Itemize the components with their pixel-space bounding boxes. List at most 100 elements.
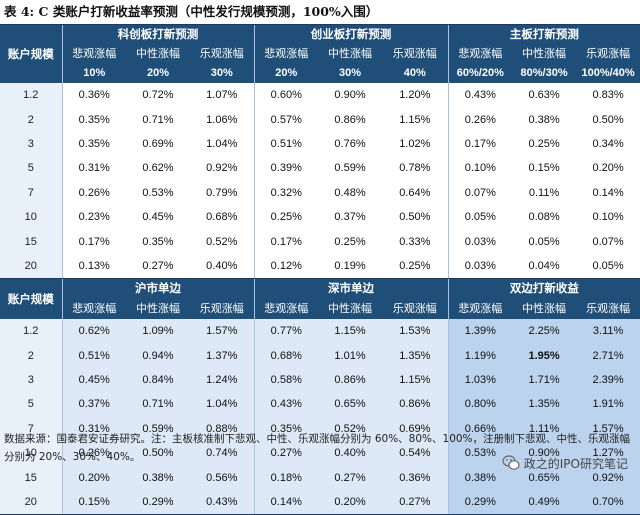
- value-cell: 0.74%: [190, 441, 255, 466]
- value-cell: 0.26%: [447, 107, 513, 132]
- account-size-cell: 7: [0, 416, 62, 442]
- value-cell: 1.19%: [447, 343, 513, 368]
- value-cell: 0.71%: [126, 107, 190, 132]
- value-cell: 0.69%: [382, 416, 449, 442]
- value-cell: 0.56%: [190, 465, 255, 490]
- param-label: 10%: [61, 63, 126, 83]
- value-cell: 0.54%: [382, 441, 449, 466]
- value-cell: 0.78%: [382, 156, 449, 181]
- value-cell: 0.68%: [253, 343, 319, 368]
- value-cell: 2.25%: [512, 319, 577, 344]
- table-row: 7 0.26% 0.53% 0.79% 0.32% 0.48% 0.64% 0.07% 0.11…: [0, 180, 640, 205]
- scenario-label: 乐观涨幅: [190, 42, 255, 63]
- value-cell: 0.92%: [190, 156, 255, 181]
- value-cell: 1.57%: [576, 416, 640, 442]
- param-label: 80%/30%: [512, 63, 577, 83]
- value-cell: 0.39%: [253, 156, 319, 181]
- table-title: 表 4: C 类账户打新收益率预测（中性发行规模预测，100%入围）: [4, 4, 379, 19]
- table-row: 15 0.20% 0.38% 0.56% 0.18% 0.27% 0.36% 0.38% 0.6…: [0, 465, 640, 490]
- value-cell: 0.26%: [61, 441, 126, 466]
- value-cell: 0.40%: [318, 441, 383, 466]
- group-header: 科创板打新预测: [61, 25, 255, 42]
- value-cell: 0.20%: [318, 489, 383, 515]
- value-cell: 1.11%: [512, 416, 577, 442]
- value-cell: 1.95%: [512, 343, 577, 368]
- table-row: 2 0.35% 0.71% 1.06% 0.57% 0.86% 1.15% 0.26% 0.38…: [0, 107, 640, 132]
- value-cell: 0.36%: [61, 83, 126, 108]
- value-cell: 0.84%: [126, 367, 190, 393]
- value-cell: 0.68%: [190, 204, 255, 230]
- wechat-icon: [502, 455, 520, 471]
- value-cell: 1.35%: [382, 343, 449, 368]
- table-row: 1.2 0.62% 1.09% 1.57% 0.77% 1.15% 1.53% 1.39% 2.…: [0, 319, 640, 344]
- value-cell: 0.38%: [512, 107, 577, 132]
- value-cell: 1.35%: [512, 392, 577, 417]
- value-cell: 0.50%: [382, 204, 449, 230]
- value-cell: 0.36%: [382, 465, 449, 490]
- param-label: 60%/20%: [447, 63, 513, 83]
- group-header: 创业板打新预测: [253, 25, 449, 42]
- account-size-cell: 20: [0, 253, 62, 280]
- table-row: 3 0.35% 0.69% 1.04% 0.51% 0.76% 1.02% 0.17% 0.25…: [0, 131, 640, 157]
- value-cell: 0.45%: [126, 204, 190, 230]
- value-cell: 0.66%: [447, 416, 513, 442]
- value-cell: 1.57%: [190, 319, 255, 344]
- value-cell: 0.18%: [253, 465, 319, 490]
- value-cell: 0.71%: [126, 392, 190, 417]
- value-cell: 0.03%: [447, 253, 513, 280]
- value-cell: 0.35%: [61, 131, 126, 157]
- value-cell: 1.09%: [126, 319, 190, 344]
- value-cell: 0.07%: [576, 229, 640, 254]
- value-cell: 0.05%: [576, 253, 640, 280]
- value-cell: 0.69%: [126, 131, 190, 157]
- group-header: 主板打新预测: [447, 25, 640, 42]
- value-cell: 0.07%: [447, 180, 513, 205]
- value-cell: 0.37%: [318, 204, 383, 230]
- param-label: 20%: [126, 63, 190, 83]
- table-row: 7 0.31% 0.59% 0.88% 0.35% 0.52% 0.69% 0.66% 1.11…: [0, 416, 640, 442]
- value-cell: 3.11%: [576, 319, 640, 344]
- account-size-cell: 15: [0, 229, 62, 254]
- account-size-cell: 20: [0, 489, 62, 515]
- value-cell: 0.65%: [512, 465, 577, 490]
- table-row: 20 0.15% 0.29% 0.43% 0.14% 0.20% 0.27% 0.29% 0.4…: [0, 489, 640, 515]
- value-cell: 1.15%: [318, 319, 383, 344]
- table-row: 10 0.23% 0.45% 0.68% 0.25% 0.37% 0.50% 0.05% 0.0…: [0, 204, 640, 230]
- value-cell: 1.06%: [190, 107, 255, 132]
- param-label: 40%: [382, 63, 449, 83]
- value-cell: 0.43%: [447, 83, 513, 108]
- account-size-cell: 5: [0, 392, 62, 417]
- value-cell: 0.37%: [61, 392, 126, 417]
- value-cell: 0.45%: [61, 367, 126, 393]
- value-cell: 0.38%: [447, 465, 513, 490]
- value-cell: 0.76%: [318, 131, 383, 157]
- value-cell: 1.71%: [512, 367, 577, 393]
- value-cell: 0.86%: [318, 107, 383, 132]
- watermark-text: 政之的IPO研究笔记: [523, 456, 628, 471]
- value-cell: 1.15%: [382, 367, 449, 393]
- value-cell: 0.10%: [576, 204, 640, 230]
- value-cell: 1.04%: [190, 131, 255, 157]
- scenario-label: 乐观涨幅: [382, 42, 449, 63]
- value-cell: 0.60%: [253, 83, 319, 108]
- table-row: 3 0.45% 0.84% 1.24% 0.58% 0.86% 1.15% 1.03% 1.71…: [0, 367, 640, 393]
- value-cell: 0.43%: [190, 489, 255, 515]
- value-cell: 0.63%: [512, 83, 577, 108]
- value-cell: 0.38%: [126, 465, 190, 490]
- group-header: 沪市单边: [61, 278, 255, 298]
- scenario-label: 悲观涨幅: [447, 42, 513, 63]
- value-cell: 0.48%: [318, 180, 383, 205]
- value-cell: 0.53%: [126, 180, 190, 205]
- value-cell: 0.29%: [447, 489, 513, 515]
- value-cell: 0.03%: [447, 229, 513, 254]
- value-cell: 0.05%: [447, 204, 513, 230]
- value-cell: 0.13%: [61, 253, 126, 280]
- value-cell: 0.31%: [61, 416, 126, 442]
- value-cell: 0.57%: [253, 107, 319, 132]
- value-cell: 0.29%: [126, 489, 190, 515]
- value-cell: 1.03%: [447, 367, 513, 393]
- value-cell: 0.40%: [190, 253, 255, 280]
- scenario-label: 中性涨幅: [512, 297, 577, 320]
- value-cell: 0.35%: [61, 107, 126, 132]
- account-size-cell: 2: [0, 343, 62, 368]
